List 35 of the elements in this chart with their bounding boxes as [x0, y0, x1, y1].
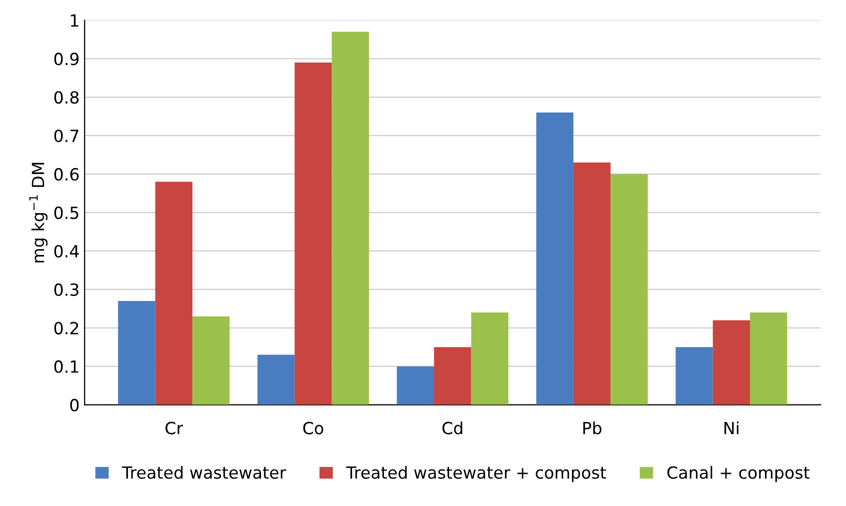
bar [750, 312, 788, 405]
bar [118, 300, 156, 405]
bar [396, 366, 434, 405]
bar [294, 62, 332, 405]
y-tick-label: 0.1 [54, 360, 78, 373]
y-tick-label: 0 [70, 398, 79, 412]
y-tick-label: 0.5 [54, 206, 78, 220]
x-tick-label: Ni [724, 421, 738, 434]
x-tick-label: Cr [166, 422, 184, 434]
bar [257, 354, 295, 405]
legend-label: Treated wastewater [122, 466, 286, 479]
x-tick-label: Co [303, 422, 324, 434]
bar [155, 182, 192, 405]
bar [192, 316, 230, 405]
legend-label: Treated wastewater + compost [346, 466, 606, 482]
bar [712, 320, 750, 405]
y-axis-title: mg kg$^{−1}$ DM [29, 162, 48, 262]
bar [434, 347, 472, 405]
y-tick-label: 0.3 [54, 283, 78, 296]
y-tick-label: 0.2 [54, 322, 78, 334]
y-tick-label: 0.4 [54, 244, 79, 258]
bar [610, 174, 648, 405]
y-tick-label: 0.7 [54, 130, 78, 142]
y-tick-label: 0.9 [54, 52, 79, 66]
bar [536, 112, 574, 405]
legend-label: Canal + compost [667, 466, 810, 482]
y-tick-label: 0.8 [54, 91, 79, 104]
bar [676, 347, 713, 405]
bar [573, 162, 611, 405]
bar [471, 312, 508, 405]
x-tick-label: Cd [442, 421, 462, 434]
x-tick-label: Pb [583, 421, 602, 434]
y-tick-label: 0.6 [54, 168, 79, 181]
bar [332, 32, 369, 405]
y-tick-label: 1 [70, 14, 78, 27]
